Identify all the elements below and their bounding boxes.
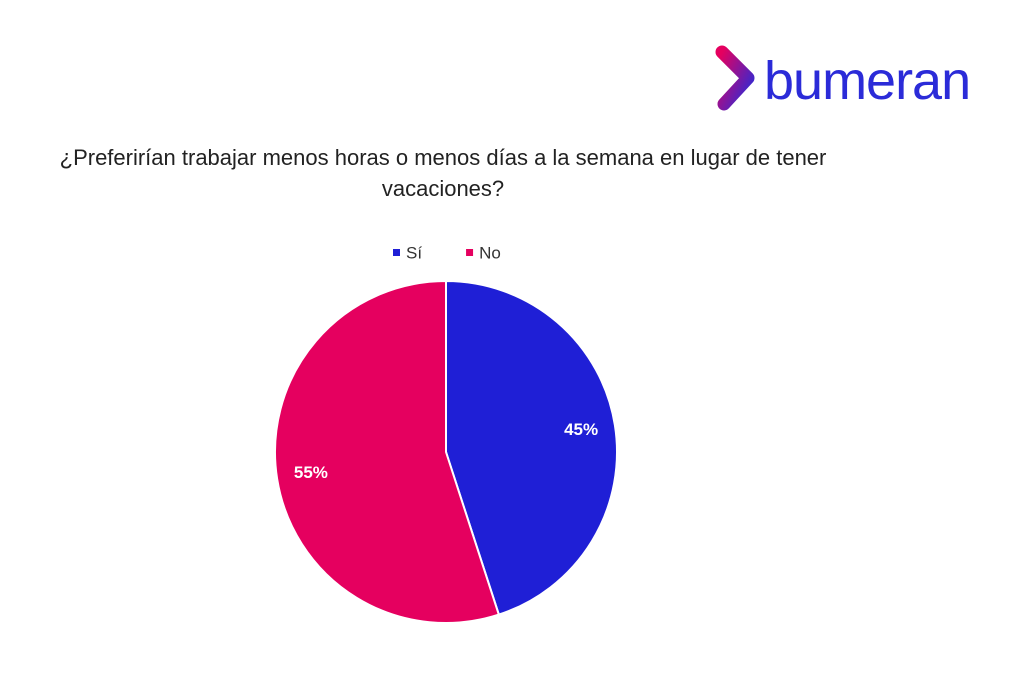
chart-title: ¿Preferirían trabajar menos horas o meno… (59, 145, 827, 201)
legend-swatch (466, 249, 474, 256)
pie-slice (445, 279, 619, 616)
pie-slice (274, 279, 501, 624)
legend-label: No (479, 243, 501, 262)
legend-swatch (393, 249, 400, 256)
data-label: 45% (564, 420, 598, 439)
logo: bumeran (764, 51, 971, 111)
data-label: 55% (294, 463, 328, 482)
legend-label: Sí (406, 243, 422, 262)
logo-icon (715, 45, 755, 111)
